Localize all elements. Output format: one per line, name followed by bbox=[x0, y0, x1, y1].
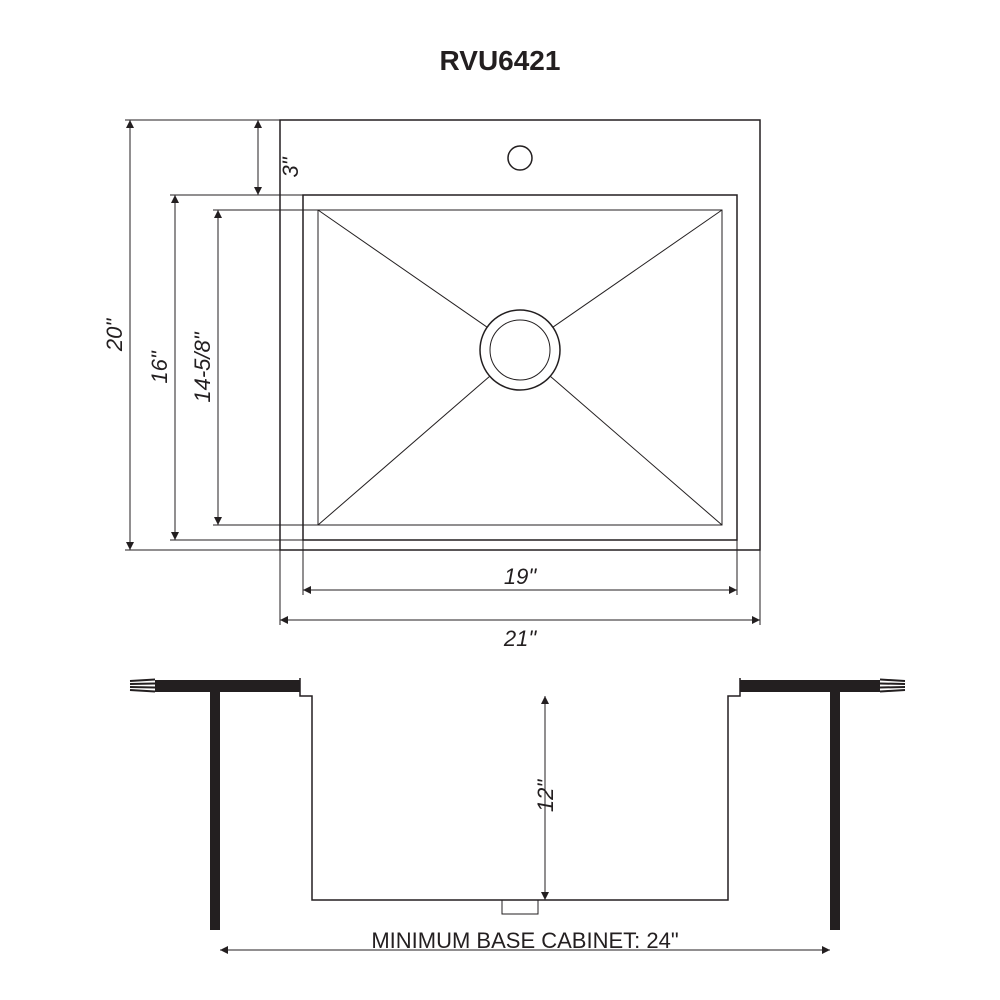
min-base-cabinet-note: MINIMUM BASE CABINET: 24" bbox=[371, 928, 678, 953]
dim-basin-depth: 16" bbox=[147, 350, 172, 383]
top-view: 21" 19" 20" 16" 14-5/8" 3" bbox=[102, 120, 760, 651]
model-title: RVU6421 bbox=[440, 45, 561, 76]
technical-drawing: RVU6421 21" 19" bbox=[0, 0, 1000, 1000]
drain-fitting bbox=[502, 900, 538, 914]
cabinet-leg-right bbox=[830, 692, 840, 930]
drain-outer-circle bbox=[480, 310, 560, 390]
dim-overall-depth: 20" bbox=[102, 318, 127, 352]
counter-left bbox=[155, 680, 300, 692]
dim-overall-width: 21" bbox=[503, 626, 537, 651]
dim-basin-width: 19" bbox=[504, 564, 537, 589]
counter-hatch-right bbox=[880, 680, 905, 692]
faucet-hole bbox=[508, 146, 532, 170]
dim-inner-depth: 14-5/8" bbox=[190, 331, 215, 402]
dim-faucet-ledge: 3" bbox=[278, 156, 303, 177]
basin-cross-section bbox=[300, 678, 740, 900]
counter-right bbox=[740, 680, 880, 692]
cabinet-leg-left bbox=[210, 692, 220, 930]
dim-bowl-depth: 12" bbox=[533, 779, 558, 812]
side-view: 12" MINIMUM BASE CABINET: 24" bbox=[130, 678, 905, 953]
counter-hatch-left bbox=[130, 680, 155, 692]
